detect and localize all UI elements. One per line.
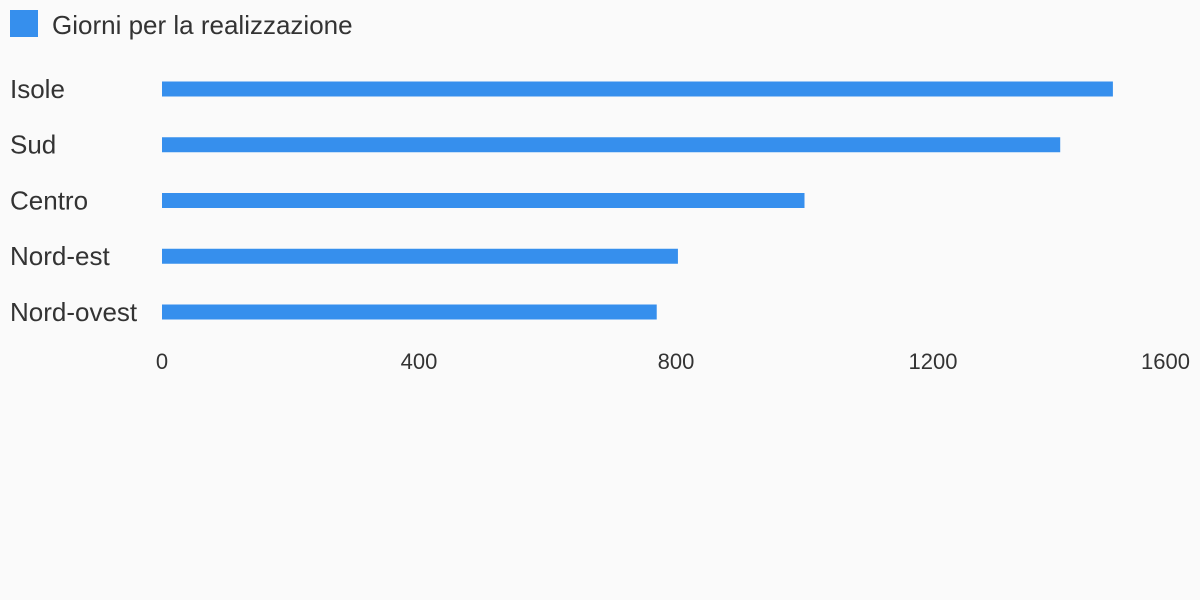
- x-tick-label: 1200: [909, 349, 958, 374]
- x-tick-label: 800: [658, 349, 695, 374]
- y-tick-label: Isole: [10, 74, 65, 104]
- x-tick-label: 1600: [1141, 349, 1190, 374]
- bar: [162, 137, 1061, 153]
- bar: [162, 304, 657, 320]
- y-tick-label: Nord-ovest: [10, 297, 138, 327]
- x-tick-label: 400: [401, 349, 438, 374]
- bar: [162, 248, 678, 264]
- bar: [162, 193, 805, 208]
- y-tick-label: Sud: [10, 130, 56, 160]
- y-tick-label: Nord-est: [10, 241, 110, 271]
- legend-label: Giorni per la realizzazione: [52, 10, 353, 40]
- x-tick-label: 0: [156, 349, 168, 374]
- y-tick-label: Centro: [10, 185, 88, 215]
- legend-swatch: [10, 10, 38, 37]
- bar: [162, 81, 1113, 97]
